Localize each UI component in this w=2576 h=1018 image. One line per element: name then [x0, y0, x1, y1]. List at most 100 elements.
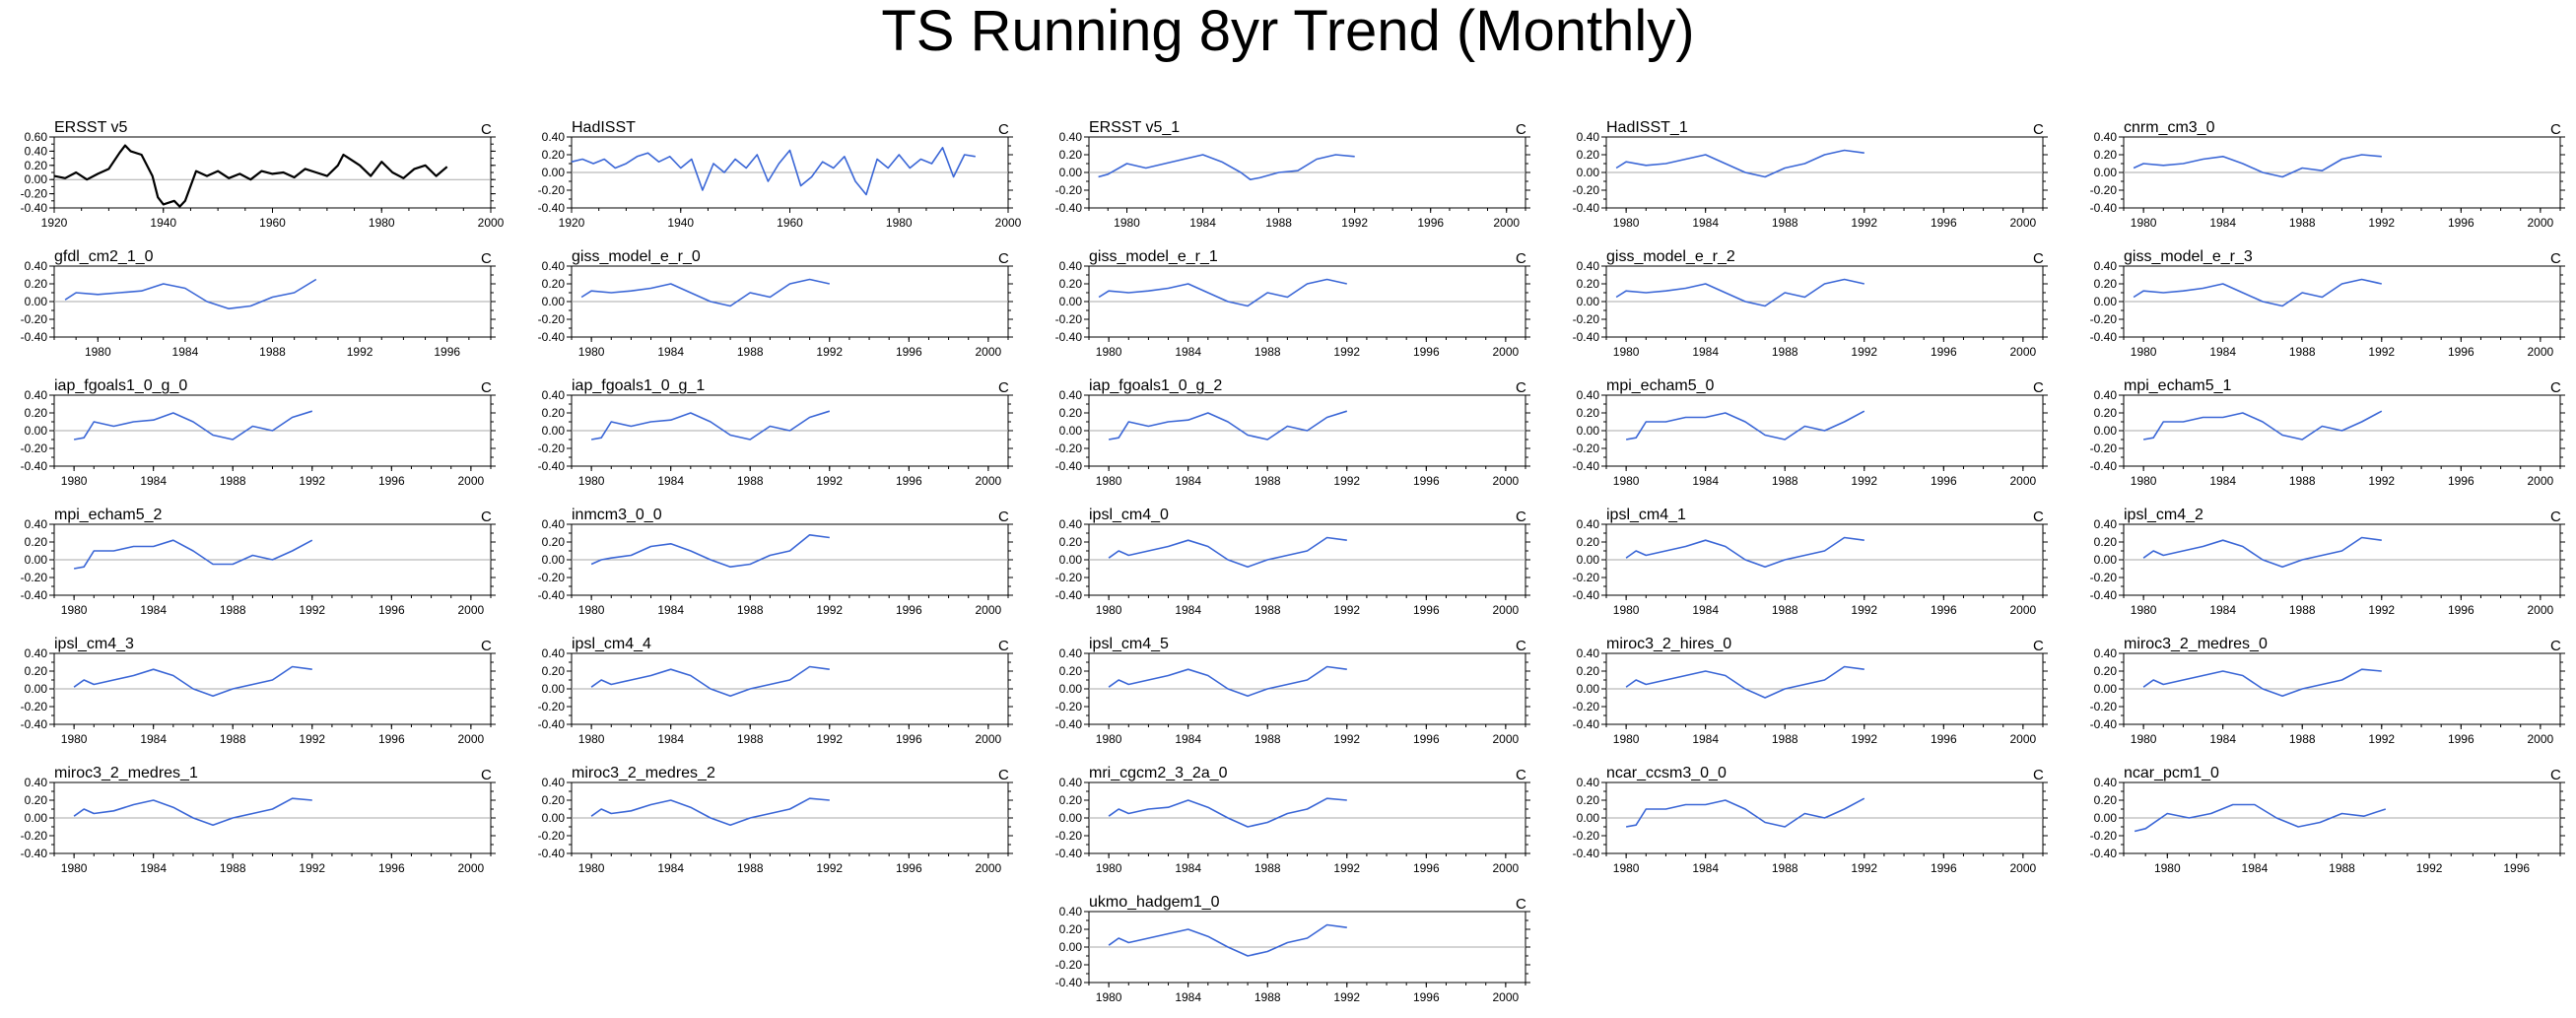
y-tick-label: 0.00: [1577, 811, 1600, 825]
panel-title: HadISST: [572, 119, 636, 136]
x-tick-label: 1992: [299, 732, 325, 746]
x-tick-label: 1988: [2289, 474, 2316, 488]
series-line: [2142, 410, 2383, 441]
x-tick-label: 1992: [816, 345, 843, 359]
series-line: [2133, 154, 2382, 178]
y-tick-label: 0.20: [25, 406, 48, 420]
y-tick-label: -0.40: [1055, 588, 1083, 602]
x-tick-label: 1984: [1175, 732, 1201, 746]
x-tick-label: 1996: [2448, 474, 2474, 488]
chart-panel: ipsl_cm4_5 C 0.40 0.20 0.00 -0.20 -0.40 1980 198…: [1055, 636, 1530, 746]
x-tick-label: 1992: [816, 603, 843, 617]
x-tick-label: 1988: [737, 603, 764, 617]
chart-panel: ncar_ccsm3_0_0 C 0.40 0.20 0.00 -0.20 -0.40 198…: [1573, 765, 2048, 875]
x-tick-label: 1988: [1254, 732, 1281, 746]
y-tick-label: 0.40: [542, 388, 566, 402]
x-tick-label: 1984: [1692, 345, 1719, 359]
y-tick-label: -0.40: [21, 717, 48, 731]
panel-unit-label: C: [2550, 121, 2561, 138]
y-tick-label: -0.20: [1573, 829, 1600, 843]
x-tick-label: 1992: [2368, 345, 2395, 359]
x-tick-label: 1960: [777, 216, 803, 230]
y-tick-label: -0.40: [1573, 201, 1600, 215]
y-tick-label: -0.20: [1055, 958, 1083, 972]
y-tick-label: 0.00: [25, 682, 48, 696]
x-tick-label: 1984: [657, 603, 684, 617]
y-tick-label: -0.20: [538, 441, 566, 455]
y-tick-label: 0.00: [2094, 295, 2118, 308]
chart-panel: ERSST v5_1 C 0.40 0.20 0.00 -0.20 -0.40 1980 198…: [1055, 119, 1530, 230]
y-tick-label: 0.20: [542, 406, 566, 420]
x-tick-label: 1980: [2131, 216, 2157, 230]
y-tick-label: 0.20: [542, 277, 566, 291]
x-tick-label: 2000: [2528, 345, 2554, 359]
y-tick-label: 0.00: [1059, 166, 1083, 179]
page-title: TS Running 8yr Trend (Monthly): [881, 0, 1695, 63]
series-line: [1615, 278, 1864, 307]
panel-unit-label: C: [998, 121, 1009, 138]
y-tick-label: 0.40: [542, 259, 566, 273]
x-tick-label: 2000: [1493, 474, 1520, 488]
y-tick-label: 0.40: [2094, 130, 2118, 144]
x-tick-label: 2000: [2528, 603, 2554, 617]
y-tick-label: 0.40: [25, 388, 48, 402]
y-tick-label: -0.20: [21, 571, 48, 584]
chart-panel: iap_fgoals1_0_g_0 C 0.40 0.20 0.00 -0.20 -0.40…: [21, 377, 496, 488]
x-tick-label: 1992: [2368, 474, 2395, 488]
chart-panel: miroc3_2_medres_2 C 0.40 0.20 0.00 -0.20 -0.40…: [538, 765, 1013, 875]
x-tick-label: 1996: [1931, 603, 1957, 617]
y-tick-label: 0.20: [2094, 406, 2118, 420]
x-tick-label: 2000: [2010, 216, 2037, 230]
x-tick-label: 2000: [458, 474, 485, 488]
y-tick-label: -0.20: [2090, 700, 2118, 713]
panel-title: giss_model_e_r_1: [1089, 248, 1218, 265]
x-tick-label: 1992: [1851, 345, 1877, 359]
panel-unit-label: C: [481, 121, 492, 138]
y-tick-label: -0.40: [538, 588, 566, 602]
y-tick-label: 0.40: [542, 646, 566, 660]
panel-unit-label: C: [481, 767, 492, 783]
y-tick-label: -0.40: [21, 330, 48, 344]
x-tick-label: 1992: [816, 861, 843, 875]
x-tick-label: 1980: [85, 345, 111, 359]
series-line: [1625, 410, 1865, 441]
y-tick-label: 0.00: [542, 811, 566, 825]
x-tick-label: 1940: [150, 216, 176, 230]
y-tick-label: 0.20: [1577, 406, 1600, 420]
x-tick-label: 2000: [976, 474, 1002, 488]
y-tick-label: -0.40: [538, 847, 566, 860]
x-tick-label: 1992: [1333, 474, 1360, 488]
panel-unit-label: C: [2550, 509, 2561, 525]
x-tick-label: 1984: [657, 861, 684, 875]
x-tick-label: 1984: [1692, 732, 1719, 746]
y-tick-label: 0.00: [25, 553, 48, 567]
y-tick-label: 0.40: [1059, 646, 1083, 660]
series-line: [2134, 803, 2387, 833]
x-tick-label: 1980: [61, 603, 88, 617]
x-tick-label: 1996: [1413, 474, 1440, 488]
series-line: [2142, 536, 2382, 568]
x-tick-label: 1996: [2503, 861, 2530, 875]
x-tick-label: 1980: [578, 345, 605, 359]
x-tick-label: 1984: [2209, 474, 2236, 488]
x-tick-label: 1996: [1413, 345, 1440, 359]
y-tick-label: 0.00: [1577, 295, 1600, 308]
x-tick-label: 1996: [2448, 216, 2474, 230]
x-tick-label: 1992: [1851, 732, 1877, 746]
x-tick-label: 1996: [2448, 732, 2474, 746]
y-tick-label: 0.40: [542, 517, 566, 531]
x-tick-label: 1980: [1096, 345, 1122, 359]
panel-unit-label: C: [998, 250, 1009, 267]
panel-unit-label: C: [2550, 379, 2561, 396]
y-tick-label: -0.20: [21, 700, 48, 713]
x-tick-label: 1996: [1417, 216, 1444, 230]
x-tick-label: 1992: [1851, 603, 1877, 617]
x-tick-label: 1988: [220, 861, 246, 875]
x-tick-label: 1988: [2329, 861, 2355, 875]
x-tick-label: 1996: [1413, 861, 1440, 875]
x-tick-label: 2000: [2528, 474, 2554, 488]
panel-unit-label: C: [2033, 121, 2044, 138]
panel-title: gfdl_cm2_1_0: [54, 248, 154, 265]
